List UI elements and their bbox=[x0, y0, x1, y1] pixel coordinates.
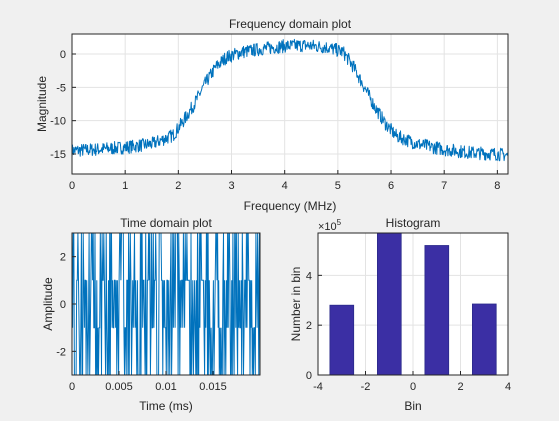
histogram-y-label: Number in bin bbox=[289, 267, 303, 342]
time-y-tick-label-2: -2 bbox=[56, 346, 66, 358]
frequency-x-tick-label-5: 5 bbox=[335, 180, 341, 192]
time-x-tick-label-1: 0.005 bbox=[105, 381, 133, 393]
histogram-bar-4 bbox=[424, 245, 450, 376]
time-plot-border bbox=[71, 232, 261, 376]
histogram-x-tick-label-4: 4 bbox=[505, 381, 511, 393]
histogram-x-tick-label-2: 0 bbox=[410, 381, 416, 393]
histogram-plot-border bbox=[317, 232, 509, 376]
frequency-x-tick-label-8: 8 bbox=[494, 180, 500, 192]
histogram-title: Histogram bbox=[386, 216, 441, 230]
time-y-ticks: 2 0 -2 bbox=[56, 252, 76, 358]
frequency-x-tick-label-1: 1 bbox=[122, 180, 128, 192]
time-x-label: Time (ms) bbox=[139, 399, 193, 413]
frequency-x-ticks: 0 1 2 3 4 5 6 7 8 bbox=[69, 170, 500, 192]
frequency-plot-border bbox=[71, 33, 509, 175]
histogram-x-tick-label-3: 2 bbox=[457, 381, 463, 393]
histogram-y-tick-label-2: 4 bbox=[306, 270, 312, 282]
frequency-plot-title: Frequency domain plot bbox=[229, 17, 352, 31]
histogram-bar-6 bbox=[471, 303, 497, 376]
time-series-line bbox=[71, 232, 261, 376]
histogram-bar-0 bbox=[329, 304, 355, 376]
frequency-series-line bbox=[71, 38, 509, 162]
frequency-x-tick-label-7: 7 bbox=[441, 180, 447, 192]
frequency-y-tick-label-3: -15 bbox=[50, 149, 66, 161]
frequency-y-tick-label-2: -10 bbox=[50, 116, 66, 128]
histogram-y-tick-label-0: 0 bbox=[306, 370, 312, 382]
histogram-x-tick-label-1: -2 bbox=[361, 381, 371, 393]
frequency-y-tick-label-0: 0 bbox=[60, 49, 66, 61]
histogram-x-tick-label-0: -4 bbox=[313, 381, 323, 393]
frequency-x-tick-label-4: 4 bbox=[282, 180, 288, 192]
frequency-x-tick-label-3: 3 bbox=[228, 180, 234, 192]
time-y-label: Amplitude bbox=[41, 277, 55, 331]
time-y-tick-label-1: 0 bbox=[60, 299, 66, 311]
frequency-y-tick-label-1: -5 bbox=[56, 82, 66, 94]
histogram-y-tick-label-1: 2 bbox=[306, 320, 312, 332]
frequency-x-tick-label-2: 2 bbox=[175, 180, 181, 192]
histogram-axes: Histogram -4 -2 0 2 4 0 2 4 ×105 Bin Number in… bbox=[289, 216, 511, 413]
time-x-tick-label-3: 0.015 bbox=[199, 381, 227, 393]
frequency-x-label: Frequency (MHz) bbox=[244, 199, 337, 213]
frequency-x-tick-label-0: 0 bbox=[69, 180, 75, 192]
time-axes: Time domain plot 0 0.005 0.01 0.015 2 0 -2 Ti… bbox=[41, 216, 261, 413]
frequency-y-ticks: 0 -5 -10 -15 bbox=[50, 49, 76, 161]
frequency-y-label: Magnitude bbox=[35, 76, 49, 132]
histogram-x-label: Bin bbox=[404, 399, 421, 413]
time-x-ticks: 0 0.005 0.01 0.015 bbox=[69, 371, 227, 393]
time-y-tick-label-0: 2 bbox=[60, 252, 66, 264]
histogram-bar-2 bbox=[376, 232, 402, 376]
frequency-axes: Frequency domain plot 0 1 2 3 4 5 6 7 8 0 -5 -10 -1… bbox=[35, 17, 509, 213]
time-plot-title: Time domain plot bbox=[120, 216, 212, 230]
frequency-x-tick-label-6: 6 bbox=[388, 180, 394, 192]
time-x-tick-label-0: 0 bbox=[69, 381, 75, 393]
histogram-exponent-label: ×105 bbox=[318, 218, 342, 233]
histogram-bars bbox=[329, 232, 497, 376]
time-x-tick-label-2: 0.01 bbox=[155, 381, 176, 393]
